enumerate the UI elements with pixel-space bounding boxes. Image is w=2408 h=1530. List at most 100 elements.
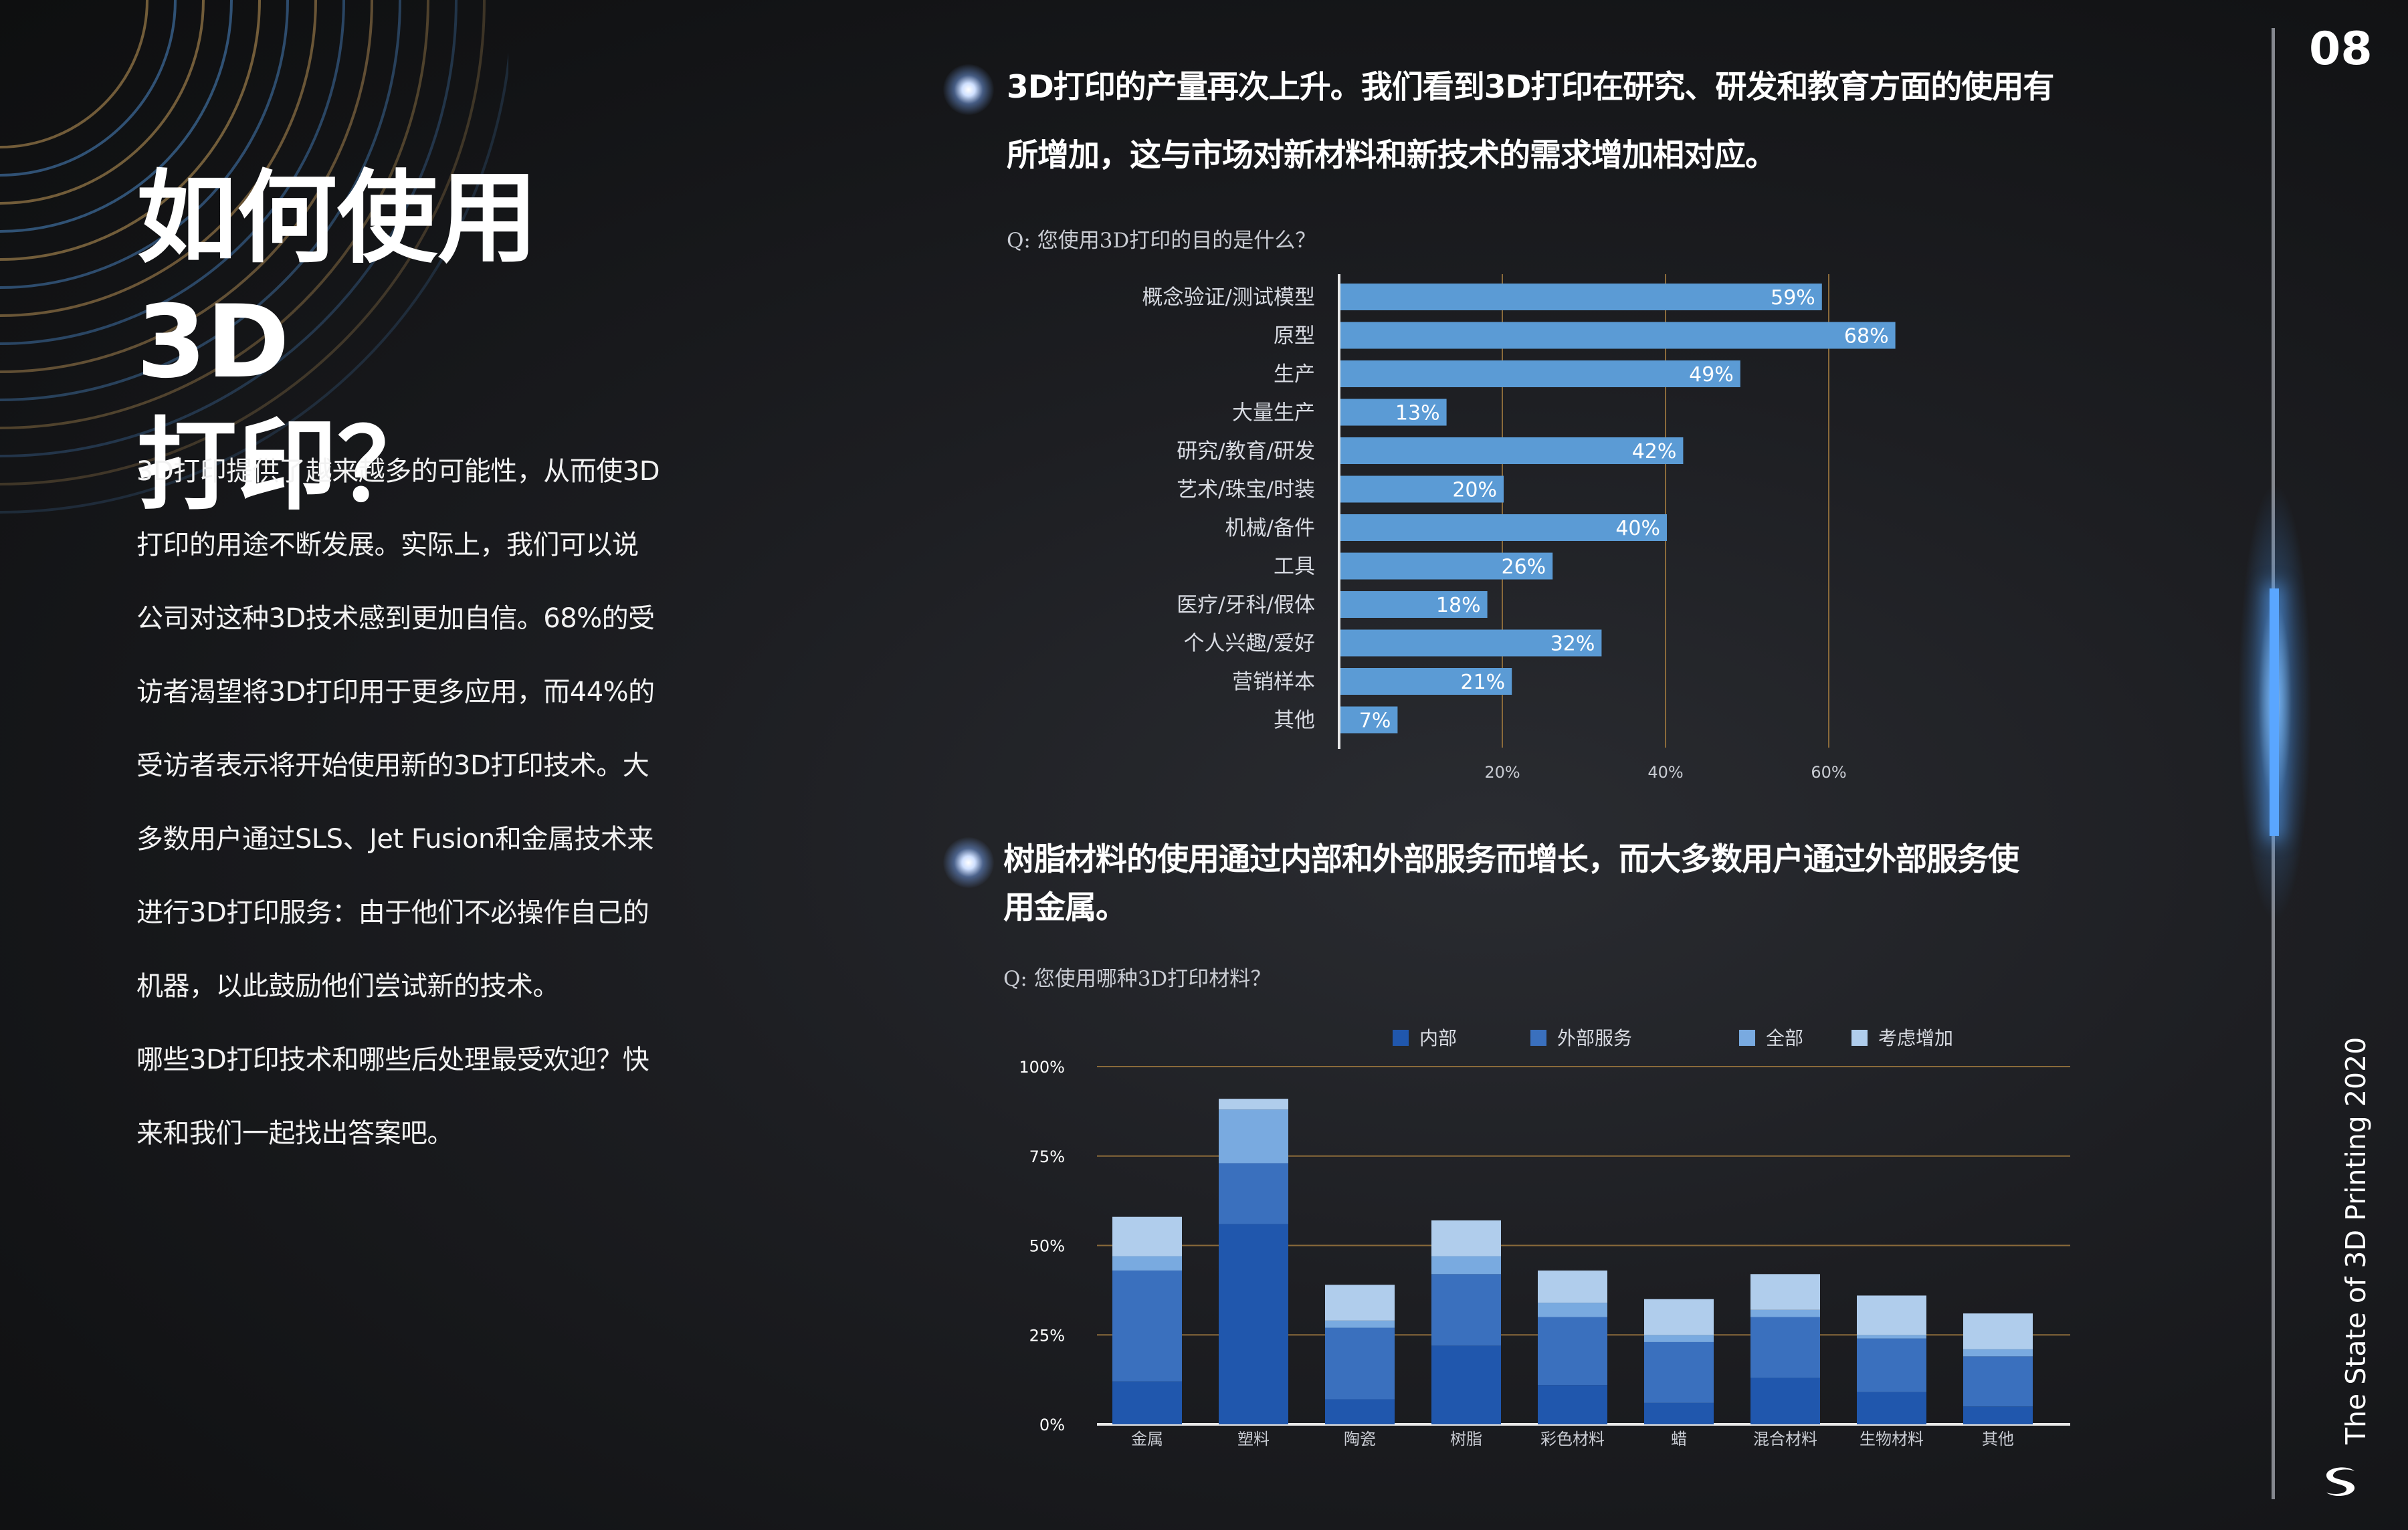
- section2-heading: 树脂材料的使用通过内部和外部服务而增长，而大多数用户通过外部服务使 用金属。: [1003, 836, 2181, 932]
- vbar-segment: [1112, 1381, 1182, 1424]
- hbar-value-label: 18%: [1436, 594, 1481, 617]
- vbar-segment: [1538, 1317, 1607, 1386]
- vbar-segment: [1963, 1406, 2033, 1424]
- hbar-bar: [1340, 437, 1684, 464]
- hbar-category-label: 艺术/珠宝/时装: [1177, 478, 1315, 502]
- body-line: 打印的用途不断发展。实际上，我们可以说: [136, 530, 639, 560]
- body-paragraph-2: 哪些3D打印技术和哪些后处理最受欢迎？快 来和我们一起找出答案吧。: [136, 1023, 698, 1170]
- hbar-x-tick-label: 40%: [1647, 763, 1683, 782]
- hbar-bar: [1340, 706, 1398, 734]
- body-line: 来和我们一起找出答案吧。: [136, 1118, 454, 1149]
- page-number: 08: [2309, 23, 2373, 76]
- hbar-value-label: 13%: [1395, 402, 1440, 425]
- vbar-segment: [1219, 1099, 1288, 1110]
- body-line: 3D打印提供了越来越多的可能性，从而使3D: [136, 456, 660, 487]
- vbar-segment: [1644, 1335, 1714, 1342]
- vbar-segment: [1857, 1392, 1926, 1424]
- title-line: 如何使用3D: [136, 160, 538, 401]
- hbar-bar: [1340, 629, 1602, 657]
- vbar-y-tick-label: 25%: [1029, 1326, 1065, 1345]
- section1-heading: 3D打印的产量再次上升。我们看到3D打印在研究、研发和教育方面的使用有 所增加，…: [1007, 53, 2171, 190]
- page-title: 如何使用3D 打印？: [136, 157, 645, 528]
- hbar-category-label: 生产: [1274, 362, 1315, 387]
- hbar-bar: [1340, 360, 1740, 387]
- section2-heading-line: 树脂材料的使用通过内部和外部服务而增长，而大多数用户通过外部服务使: [1003, 841, 2019, 878]
- legend-label: 外部服务: [1557, 1027, 1632, 1049]
- hbar-bar: [1340, 322, 1896, 349]
- body-line: 访者渴望将3D打印用于更多应用，而44%的: [136, 677, 655, 707]
- vbar-segment: [1963, 1356, 2033, 1407]
- brand-logo-icon: [2326, 1467, 2355, 1497]
- vbar-y-tick-label: 100%: [1019, 1058, 1065, 1077]
- hbar-category-label: 医疗/牙科/假体: [1177, 593, 1315, 617]
- vbar-category-label: 生物材料: [1860, 1430, 1924, 1448]
- side-rail-indicator: [2270, 588, 2279, 836]
- vbar-segment: [1431, 1345, 1501, 1424]
- vbar-segment: [1325, 1285, 1395, 1321]
- hbar-bar: [1340, 399, 1447, 426]
- vbar-segment: [1325, 1399, 1395, 1424]
- vbar-category-label: 陶瓷: [1344, 1430, 1376, 1448]
- vbar-segment: [1219, 1163, 1288, 1224]
- section1-question: Q: 您使用3D打印的目的是什么？: [1007, 229, 1316, 253]
- bullet-glow-icon: [943, 837, 994, 888]
- vbar-y-tick-label: 75%: [1029, 1148, 1065, 1166]
- vbar-segment: [1857, 1295, 1926, 1335]
- section2-question: Q: 您使用哪种3D打印材料？: [1003, 967, 1272, 991]
- hbar-value-label: 32%: [1550, 633, 1595, 656]
- vbar-category-label: 塑料: [1237, 1430, 1270, 1448]
- section2-heading-line: 用金属。: [1003, 889, 1127, 926]
- hbar-category-label: 机械/备件: [1225, 516, 1315, 540]
- report-title-vertical: The State of 3D Printing 2020: [2340, 1036, 2372, 1444]
- body-line: 进行3D打印服务：由于他们不必操作自己的: [136, 897, 649, 928]
- vbar-segment: [1644, 1299, 1714, 1335]
- legend-label: 考虑增加: [1878, 1027, 1953, 1049]
- hbar-value-label: 21%: [1461, 671, 1506, 694]
- hbar-value-label: 42%: [1632, 440, 1677, 463]
- hbar-category-label: 营销样本: [1232, 670, 1315, 694]
- hbar-bar: [1340, 591, 1488, 618]
- hbar-value-label: 26%: [1502, 556, 1546, 579]
- hbar-bar: [1340, 514, 1667, 541]
- vbar-segment: [1538, 1385, 1607, 1424]
- section1-heading-line: 所增加，这与市场对新材料和新技术的需求增加相对应。: [1007, 137, 1777, 174]
- hbar-x-tick-label: 20%: [1484, 763, 1520, 782]
- hbar-category-label: 大量生产: [1232, 401, 1315, 425]
- vbar-segment: [1750, 1274, 1820, 1310]
- hbar-value-label: 7%: [1359, 709, 1391, 733]
- vbar-segment: [1857, 1335, 1926, 1339]
- hbar-x-tick-label: 60%: [1811, 763, 1846, 782]
- body-paragraph: 3D打印提供了越来越多的可能性，从而使3D 打印的用途不断发展。实际上，我们可以…: [136, 435, 698, 1023]
- vbar-segment: [1112, 1270, 1182, 1382]
- legend-swatch: [1530, 1030, 1546, 1046]
- hbar-value-label: 40%: [1615, 517, 1660, 540]
- legend-swatch: [1739, 1030, 1755, 1046]
- legend-swatch: [1393, 1030, 1409, 1046]
- hbar-value-label: 68%: [1844, 325, 1889, 348]
- vbar-segment: [1644, 1402, 1714, 1424]
- vbar-segment: [1963, 1349, 2033, 1357]
- hbar-value-label: 20%: [1452, 479, 1497, 502]
- legend-swatch: [1851, 1030, 1868, 1046]
- vbar-segment: [1325, 1327, 1395, 1400]
- hbar-category-label: 工具: [1274, 555, 1315, 579]
- vbar-segment: [1431, 1274, 1501, 1346]
- body-line: 受访者表示将开始使用新的3D打印技术。大: [136, 750, 649, 781]
- vbar-category-label: 蜡: [1671, 1430, 1687, 1448]
- hbar-value-label: 49%: [1689, 363, 1734, 387]
- hbar-bar: [1340, 668, 1512, 695]
- vbar-segment: [1431, 1256, 1501, 1275]
- vbar-segment: [1857, 1338, 1926, 1392]
- bullet-glow-icon: [943, 64, 994, 115]
- vbar-segment: [1431, 1220, 1501, 1256]
- vbar-segment: [1112, 1256, 1182, 1271]
- vbar-category-label: 混合材料: [1753, 1430, 1817, 1448]
- vbar-category-label: 彩色材料: [1540, 1430, 1605, 1448]
- body-line: 多数用户通过SLS、Jet Fusion和金属技术来: [136, 824, 654, 855]
- hbar-bar: [1340, 552, 1553, 580]
- vbar-segment: [1644, 1341, 1714, 1403]
- vbar-segment: [1219, 1224, 1288, 1424]
- materials-stacked-bar-chart: 内部 外部服务 全部 考虑增加 0% 25% 50% 75% 100% 金属 塑料 陶瓷 树脂 彩色材料 蜡…: [1019, 1027, 2070, 1448]
- hbar-category-label: 概念验证/测试模型: [1142, 286, 1315, 310]
